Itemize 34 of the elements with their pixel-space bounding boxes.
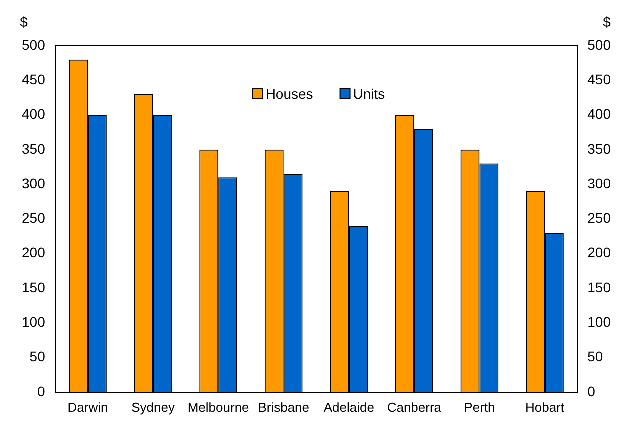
y2-axis-title: $ bbox=[603, 14, 612, 30]
legend-label: Houses bbox=[266, 86, 314, 102]
y-tick-label: 0 bbox=[38, 383, 46, 400]
x-tick-label: Brisbane bbox=[258, 400, 310, 415]
x-tick-label: Perth bbox=[464, 400, 496, 415]
y-tick-label: 350 bbox=[22, 140, 46, 157]
y2-tick-label: 0 bbox=[588, 383, 596, 400]
y-tick-label: 200 bbox=[22, 244, 46, 261]
y-tick-label: 300 bbox=[22, 175, 46, 192]
y2-tick-label: 350 bbox=[588, 140, 612, 157]
y-tick-label: 450 bbox=[22, 72, 46, 88]
y2-tick-label: 50 bbox=[588, 348, 604, 365]
y-tick-label: 500 bbox=[22, 36, 46, 53]
y2-tick-label: 400 bbox=[588, 106, 612, 122]
y2-tick-label: 450 bbox=[588, 72, 612, 88]
y-tick-label: 250 bbox=[22, 210, 46, 226]
y2-tick-label: 200 bbox=[588, 244, 612, 261]
x-tick-label: Melbourne bbox=[188, 400, 250, 415]
x-tick-label: Hobart bbox=[525, 400, 565, 415]
x-tick-label: Canberra bbox=[387, 400, 442, 415]
x-tick-label: Darwin bbox=[68, 400, 108, 415]
y2-tick-label: 250 bbox=[588, 210, 612, 226]
x-tick-label: Adelaide bbox=[324, 400, 374, 415]
y-tick-label: 100 bbox=[22, 314, 46, 330]
y2-tick-label: 300 bbox=[588, 175, 612, 192]
legend-label: Units bbox=[353, 86, 386, 102]
y-tick-label: 400 bbox=[22, 106, 46, 122]
y2-tick-label: 150 bbox=[588, 279, 612, 296]
y-tick-label: 50 bbox=[30, 348, 46, 365]
y-axis-title: $ bbox=[20, 14, 28, 30]
y-tick-label: 150 bbox=[22, 279, 46, 296]
y2-tick-label: 500 bbox=[588, 36, 612, 53]
x-tick-label: Sydney bbox=[132, 400, 176, 415]
y2-tick-label: 100 bbox=[588, 314, 612, 330]
